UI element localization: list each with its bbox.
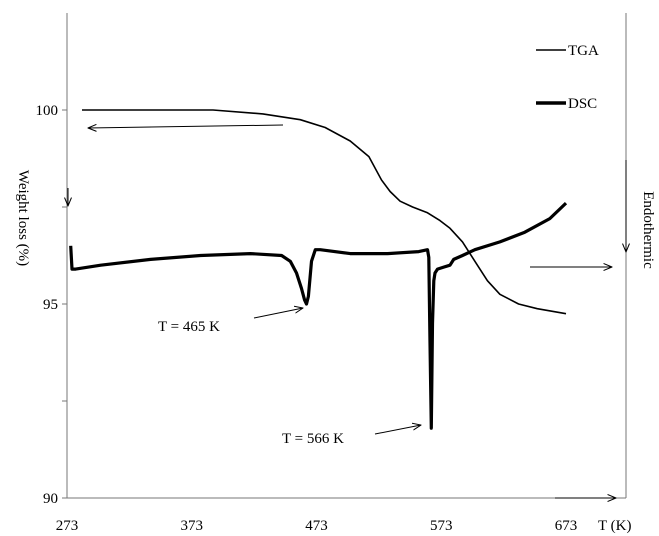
annotation-566-label: T = 566 K <box>282 431 344 447</box>
annotation-566-arrow <box>374 425 421 435</box>
y-axis-title-left: Weight loss (%) <box>15 170 31 266</box>
dsc-series-line <box>69 201 568 430</box>
tga-series-line <box>82 109 567 315</box>
legend-dsc-label: DSC <box>568 96 597 112</box>
annotation-465-label: T = 465 K <box>158 319 220 335</box>
x-tick-label: 673 <box>555 518 578 534</box>
x-tick-label: 473 <box>305 518 328 534</box>
x-tick-label: 573 <box>430 518 453 534</box>
y-axis-title-right: Endothermic <box>640 191 656 269</box>
legend-tga-label: TGA <box>568 43 599 59</box>
y-tick-label: 95 <box>43 297 58 313</box>
y-tick-label: 90 <box>43 491 58 507</box>
y-tick-label: 100 <box>36 103 59 119</box>
x-tick-label: 373 <box>181 518 204 534</box>
annotation-465-arrow <box>253 308 303 319</box>
x-axis-title: T (K) <box>598 518 631 534</box>
x-tick-label: 273 <box>56 518 79 534</box>
tga-axis-arrow <box>88 125 284 128</box>
